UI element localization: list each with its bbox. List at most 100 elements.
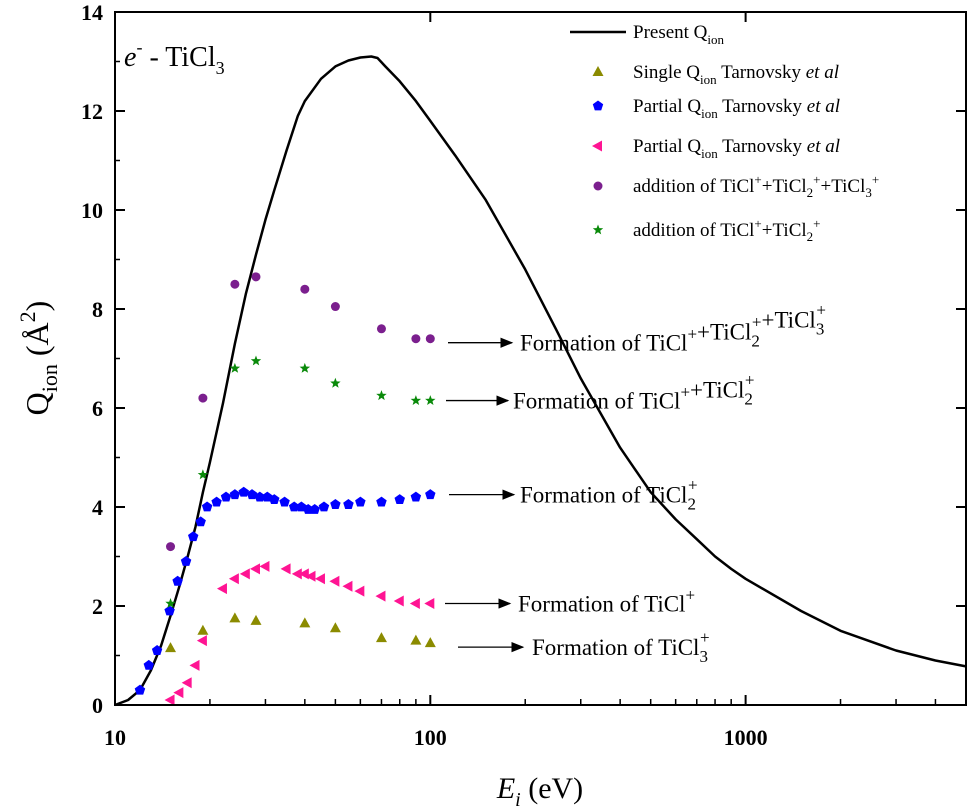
y-tick-label: 2 xyxy=(92,594,103,619)
series-3-point xyxy=(189,659,200,671)
series-3-point xyxy=(375,590,386,602)
y-tick-label: 8 xyxy=(92,297,103,322)
series-3-point xyxy=(409,598,420,610)
series-4-point xyxy=(198,393,208,403)
series-2-point xyxy=(229,489,241,500)
annotation-label-4: Formation of TiCl3+ xyxy=(532,628,710,666)
annotation-label-1: Formation of TiCl++TiCl2+ xyxy=(513,371,754,414)
series-1-point xyxy=(410,634,422,645)
y-tick-label: 12 xyxy=(81,99,103,124)
series-2-point xyxy=(180,556,192,566)
series-2-point xyxy=(279,496,290,507)
series-3-point xyxy=(259,560,270,572)
series-1-point xyxy=(329,622,341,633)
series-2-point xyxy=(410,491,422,502)
y-tick-label: 14 xyxy=(81,0,103,25)
series-2-point xyxy=(376,496,387,507)
series-4-point xyxy=(376,324,386,334)
series-2-point xyxy=(134,684,146,695)
series-3-point xyxy=(181,677,192,689)
series-3-point xyxy=(305,570,316,582)
legend-entry-1: Single Qion Tarnovsky et al xyxy=(633,62,839,87)
series-3-point xyxy=(329,575,340,587)
annotation-label-0: Formation of TiCl++TiCl2++TiCl3+ xyxy=(520,301,826,356)
series-3-point xyxy=(239,568,250,580)
y-tick-label: 6 xyxy=(92,396,103,421)
series-3-point xyxy=(291,568,302,580)
series-5-point xyxy=(197,469,209,480)
series-4-point xyxy=(425,334,435,344)
series-2-point xyxy=(394,494,405,504)
series-3-point xyxy=(164,694,175,706)
series-3-point xyxy=(342,580,353,592)
y-tick-label: 4 xyxy=(92,495,103,520)
series-2-point xyxy=(238,486,249,497)
series-1-point xyxy=(375,632,387,643)
series-4-point xyxy=(300,284,310,294)
series-2-point xyxy=(143,659,154,670)
series-4-point xyxy=(411,334,421,344)
series-3-point xyxy=(314,573,325,585)
series-2-point xyxy=(330,499,341,509)
series-2-point xyxy=(211,496,222,507)
legend-entry-0: Present Qion xyxy=(633,22,725,47)
series-2-point xyxy=(172,575,183,586)
series-5-point xyxy=(250,355,262,366)
series-1-point xyxy=(299,617,311,628)
annotation-label-2: Formation of TiCl2+ xyxy=(520,476,698,514)
series-2-point xyxy=(220,491,232,502)
series-5-point xyxy=(410,395,422,405)
series-5-point xyxy=(376,390,387,401)
series-2-point xyxy=(151,645,163,655)
series-3-point xyxy=(424,598,435,610)
legend-marker xyxy=(593,181,603,191)
series-1-point xyxy=(250,614,262,625)
series-3-point xyxy=(196,635,207,647)
series-4-point xyxy=(251,272,261,282)
series-1-point xyxy=(229,612,241,623)
series-2-point xyxy=(195,516,206,527)
series-2-point xyxy=(343,499,354,509)
series-2-point xyxy=(269,494,280,504)
series-2-point xyxy=(188,531,199,542)
legend-marker xyxy=(592,66,604,76)
series-2-point xyxy=(201,501,213,512)
series-5-point xyxy=(425,395,436,405)
y-axis-label: Qion (Å2) xyxy=(15,301,62,416)
series-3-point xyxy=(228,573,239,585)
series-2-point xyxy=(425,489,436,500)
series-1-point xyxy=(197,624,209,635)
x-tick-label: 10 xyxy=(104,725,126,750)
legend-entry-4: addition of TiCl++TiCl2++TiCl3+ xyxy=(633,172,879,200)
series-2-point xyxy=(309,504,320,514)
series-2-point xyxy=(288,501,300,512)
series-5-point xyxy=(299,362,311,373)
series-1-point xyxy=(424,637,436,648)
legend-entry-5: addition of TiCl++TiCl2+ xyxy=(633,216,821,244)
series-3-point xyxy=(173,687,184,699)
series-2-point xyxy=(246,489,258,500)
series-5-point xyxy=(229,362,241,373)
series-4-point xyxy=(330,302,340,312)
series-4-point xyxy=(166,542,176,552)
chart-title: e- - TiCl3 xyxy=(124,37,225,78)
series-3-point xyxy=(249,563,260,575)
series-2-point xyxy=(318,501,330,512)
x-tick-label: 1000 xyxy=(724,725,768,750)
series-3-point xyxy=(354,585,365,597)
series-2-point xyxy=(254,491,266,502)
y-tick-label: 0 xyxy=(92,693,103,718)
series-3-point xyxy=(216,583,227,595)
series-3-point xyxy=(393,595,404,607)
legend-marker xyxy=(592,100,604,111)
y-tick-label: 10 xyxy=(81,198,103,223)
annotation-label-3: Formation of TiCl+ xyxy=(518,586,695,617)
series-5-point xyxy=(165,598,176,608)
legend-marker xyxy=(592,224,604,235)
series-2-point xyxy=(164,605,175,616)
legend-entry-2: Partial Qion Tarnovsky et al xyxy=(633,96,840,121)
series-2-point xyxy=(355,496,366,507)
x-tick-label: 100 xyxy=(414,725,447,750)
series-4-point xyxy=(230,279,240,289)
series-5-point xyxy=(330,377,341,388)
